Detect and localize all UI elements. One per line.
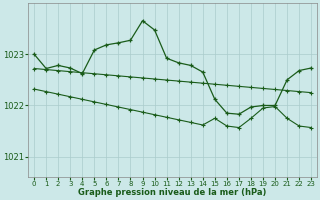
X-axis label: Graphe pression niveau de la mer (hPa): Graphe pression niveau de la mer (hPa) <box>78 188 267 197</box>
